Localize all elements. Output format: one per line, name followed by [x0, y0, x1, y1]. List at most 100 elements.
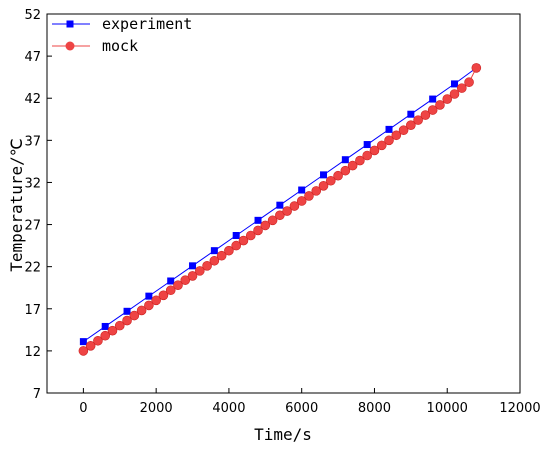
data-point-mock [144, 300, 154, 311]
data-point-mock [78, 346, 89, 356]
data-point-mock [347, 160, 358, 171]
data-point-experiment [145, 292, 153, 300]
data-point-mock [100, 330, 111, 341]
series-layer [78, 63, 482, 356]
data-point-experiment [101, 322, 109, 330]
y-axis-title: Temperature/℃ [7, 138, 26, 272]
data-point-mock [136, 305, 147, 316]
data-point-mock [209, 255, 220, 266]
legend-marker-experiment [66, 20, 74, 28]
data-point-experiment [123, 307, 131, 315]
data-point-mock [165, 285, 176, 296]
data-point-mock [151, 295, 161, 306]
data-point-mock [187, 271, 198, 281]
plot-frame [46, 13, 521, 394]
data-point-mock [289, 201, 300, 211]
y-tick-label: 47 [24, 50, 41, 65]
data-point-mock [325, 175, 336, 186]
legend-label-experiment: experiment [102, 15, 192, 33]
data-point-mock [471, 63, 482, 73]
x-tick-label: 12000 [499, 401, 540, 416]
data-point-mock [282, 206, 292, 216]
data-point-mock [362, 150, 372, 161]
x-tick-label: 0 [79, 401, 87, 416]
data-point-experiment [407, 110, 415, 118]
x-tick-label: 4000 [212, 401, 245, 416]
data-point-mock [406, 120, 416, 130]
data-point-mock [464, 77, 474, 88]
data-point-experiment [254, 216, 262, 224]
data-point-mock [275, 210, 285, 221]
y-tick-label: 12 [24, 345, 41, 360]
data-point-mock [267, 215, 278, 226]
data-point-mock [238, 235, 249, 246]
data-point-mock [398, 125, 409, 136]
data-point-experiment [320, 171, 328, 179]
y-tick-label: 32 [24, 176, 41, 191]
data-point-experiment [79, 338, 87, 346]
data-point-mock [456, 83, 467, 93]
data-point-experiment [298, 186, 306, 194]
data-point-mock [376, 140, 387, 151]
data-point-experiment [341, 156, 349, 164]
data-point-mock [427, 105, 438, 115]
series-mock [78, 63, 482, 356]
data-point-experiment [363, 141, 371, 149]
x-tick-label: 10000 [427, 401, 468, 416]
legend-label-mock: mock [102, 37, 138, 55]
data-point-mock [420, 110, 431, 120]
data-point-mock [304, 191, 314, 201]
data-point-mock [442, 94, 453, 104]
y-tick-label: 52 [24, 8, 41, 23]
data-point-mock [158, 290, 169, 301]
data-point-mock [340, 165, 351, 176]
data-point-experiment [451, 80, 459, 88]
data-point-mock [369, 145, 380, 156]
data-point-mock [435, 100, 445, 110]
data-point-mock [333, 170, 343, 181]
data-point-mock [173, 280, 183, 290]
y-tick-label: 17 [24, 303, 41, 318]
data-point-mock [122, 315, 132, 326]
data-point-experiment [385, 125, 393, 133]
data-point-mock [216, 250, 227, 261]
x-axis-title: Time/s [254, 425, 312, 444]
x-tick-label: 2000 [140, 401, 173, 416]
x-tick-label: 8000 [358, 401, 391, 416]
data-point-experiment [189, 262, 197, 270]
data-point-mock [296, 196, 307, 206]
data-point-mock [231, 240, 241, 251]
data-point-mock [260, 220, 271, 231]
legend: experiment mock [52, 15, 192, 55]
data-point-mock [391, 130, 402, 141]
y-tick-label: 42 [24, 92, 41, 107]
data-point-mock [449, 89, 460, 99]
data-point-mock [355, 155, 365, 166]
data-point-mock [93, 335, 103, 346]
data-point-mock [129, 310, 140, 321]
data-point-mock [114, 320, 125, 331]
axis-ticks: 0 2000 4000 6000 8000 10000 12000 7 12 17 22 27 32 37… [24, 8, 540, 416]
data-point-mock [384, 135, 394, 146]
x-tick-label: 6000 [285, 401, 318, 416]
data-point-mock [85, 341, 96, 351]
y-tick-label: 22 [24, 261, 41, 276]
data-point-mock [180, 275, 191, 285]
data-point-experiment [232, 232, 240, 240]
data-point-mock [107, 325, 118, 336]
data-point-mock [318, 181, 329, 191]
data-point-mock [195, 266, 205, 276]
data-point-mock [245, 230, 256, 241]
data-point-experiment [167, 277, 175, 285]
data-point-mock [202, 261, 212, 271]
data-point-mock [413, 115, 423, 125]
data-point-experiment [276, 201, 284, 209]
data-point-mock [253, 225, 263, 236]
data-point-mock [311, 186, 322, 196]
data-point-experiment [210, 247, 218, 255]
series-experiment [79, 64, 480, 346]
data-point-experiment [429, 95, 437, 103]
data-point-mock [224, 245, 234, 256]
y-tick-label: 27 [24, 219, 41, 234]
